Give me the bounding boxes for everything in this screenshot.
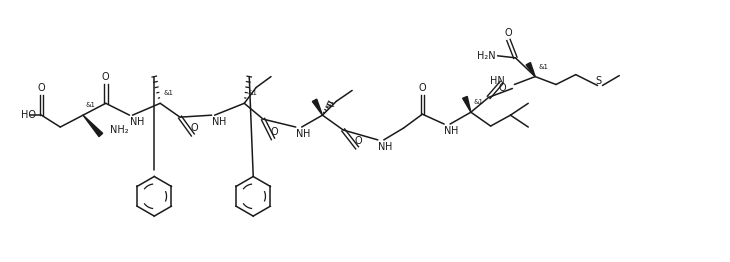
Text: H₂N: H₂N	[477, 51, 496, 61]
Text: N: N	[130, 117, 137, 127]
Text: HN: HN	[490, 75, 504, 85]
Polygon shape	[83, 115, 103, 137]
Text: O: O	[418, 84, 426, 94]
Text: HO: HO	[20, 110, 36, 120]
Polygon shape	[463, 96, 471, 112]
Text: &1: &1	[247, 90, 257, 96]
Text: &1: &1	[164, 90, 173, 96]
Text: H: H	[219, 117, 226, 127]
Text: O: O	[504, 28, 512, 38]
Text: O: O	[270, 127, 278, 137]
Text: O: O	[354, 136, 362, 146]
Text: O: O	[38, 84, 45, 94]
Text: NH₂: NH₂	[110, 125, 128, 135]
Text: &1: &1	[86, 102, 96, 108]
Text: N: N	[212, 117, 219, 127]
Text: O: O	[102, 72, 109, 81]
Polygon shape	[312, 99, 323, 115]
Text: S: S	[596, 75, 602, 85]
Text: O: O	[499, 84, 507, 94]
Text: N: N	[445, 126, 452, 136]
Text: H: H	[137, 117, 144, 127]
Text: H: H	[451, 126, 458, 136]
Polygon shape	[526, 63, 535, 77]
Text: N: N	[296, 129, 304, 139]
Text: &1: &1	[474, 99, 484, 105]
Text: &1: &1	[538, 64, 548, 70]
Text: H: H	[303, 129, 310, 139]
Text: &1: &1	[326, 102, 335, 108]
Text: N: N	[378, 142, 385, 152]
Text: O: O	[190, 123, 198, 133]
Text: H: H	[385, 142, 393, 152]
